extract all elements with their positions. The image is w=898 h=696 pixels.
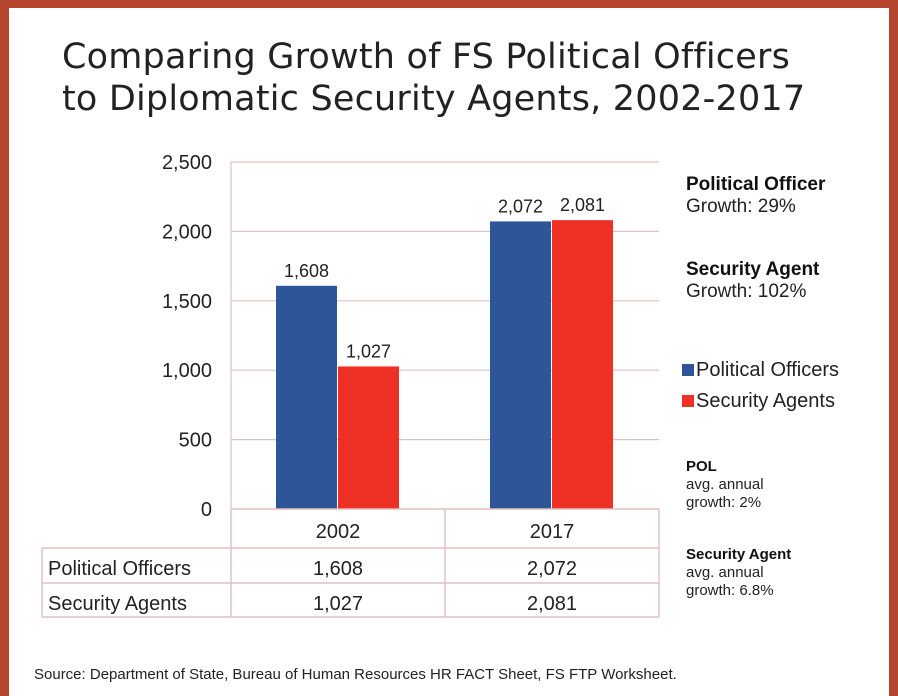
sec-growth-value: Growth: 102%: [686, 281, 807, 302]
sec-annual-line1: avg. annual: [686, 564, 764, 581]
data-label: 1,027: [346, 341, 391, 361]
pol-annual-line2: growth: 2%: [686, 494, 762, 511]
pol-growth-block: Political Officer Growth: 29%: [686, 174, 825, 218]
table-row-label: Security Agents: [48, 593, 187, 615]
data-label: 2,081: [560, 195, 605, 215]
table-cell: 1,027: [313, 593, 363, 615]
sec-growth-title: Security Agent: [686, 259, 820, 280]
table-cell: 2,081: [527, 593, 577, 615]
sec-annual-line2: growth: 6.8%: [686, 582, 774, 599]
source-note: Source: Department of State, Bureau of H…: [34, 666, 677, 683]
y-tick-label: 2,000: [162, 221, 212, 243]
y-tick-label: 1,500: [162, 291, 212, 313]
legend-security: Security Agents: [682, 390, 835, 413]
legend-label-security: Security Agents: [696, 390, 835, 412]
pol-growth-value: Growth: 29%: [686, 196, 796, 217]
title-line-2: to Diplomatic Security Agents, 2002-2017: [62, 79, 806, 119]
x-tick-label: 2002: [316, 521, 361, 543]
sec-growth-block: Security Agent Growth: 102%: [686, 259, 819, 303]
chart-title: Comparing Growth of FS Political Officer…: [62, 36, 862, 120]
legend-swatch-security: [682, 395, 694, 407]
legend-swatch-political: [682, 364, 694, 376]
sec-annual-title: Security Agent: [686, 546, 792, 563]
bar-political-2002: [276, 285, 337, 509]
x-tick-label: 2017: [530, 521, 575, 543]
bar-political-2017: [490, 221, 551, 509]
pol-growth-title: Political Officer: [686, 174, 826, 195]
table-cell: 2,072: [527, 558, 577, 580]
pol-annual-title: POL: [686, 458, 717, 475]
y-tick-label: 2,500: [162, 152, 212, 174]
sec-annual-block: Security Agent avg. annual growth: 6.8%: [686, 546, 791, 600]
pol-annual-block: POL avg. annual growth: 2%: [686, 458, 764, 512]
legend-label-political: Political Officers: [696, 359, 840, 381]
y-tick-label: 500: [179, 430, 212, 452]
data-label: 2,072: [498, 196, 543, 216]
bar-security-2017: [552, 220, 613, 509]
bar-security-2002: [338, 366, 399, 509]
pol-annual-line1: avg. annual: [686, 476, 764, 493]
title-line-1: Comparing Growth of FS Political Officer…: [62, 37, 791, 77]
legend-political: Political Officers: [682, 359, 839, 382]
table-cell: 1,608: [313, 558, 363, 580]
y-tick-label: 1,000: [162, 360, 212, 382]
y-tick-label: 0: [201, 499, 212, 521]
table-row-label: Political Officers: [48, 558, 191, 580]
data-label: 1,608: [284, 261, 329, 281]
